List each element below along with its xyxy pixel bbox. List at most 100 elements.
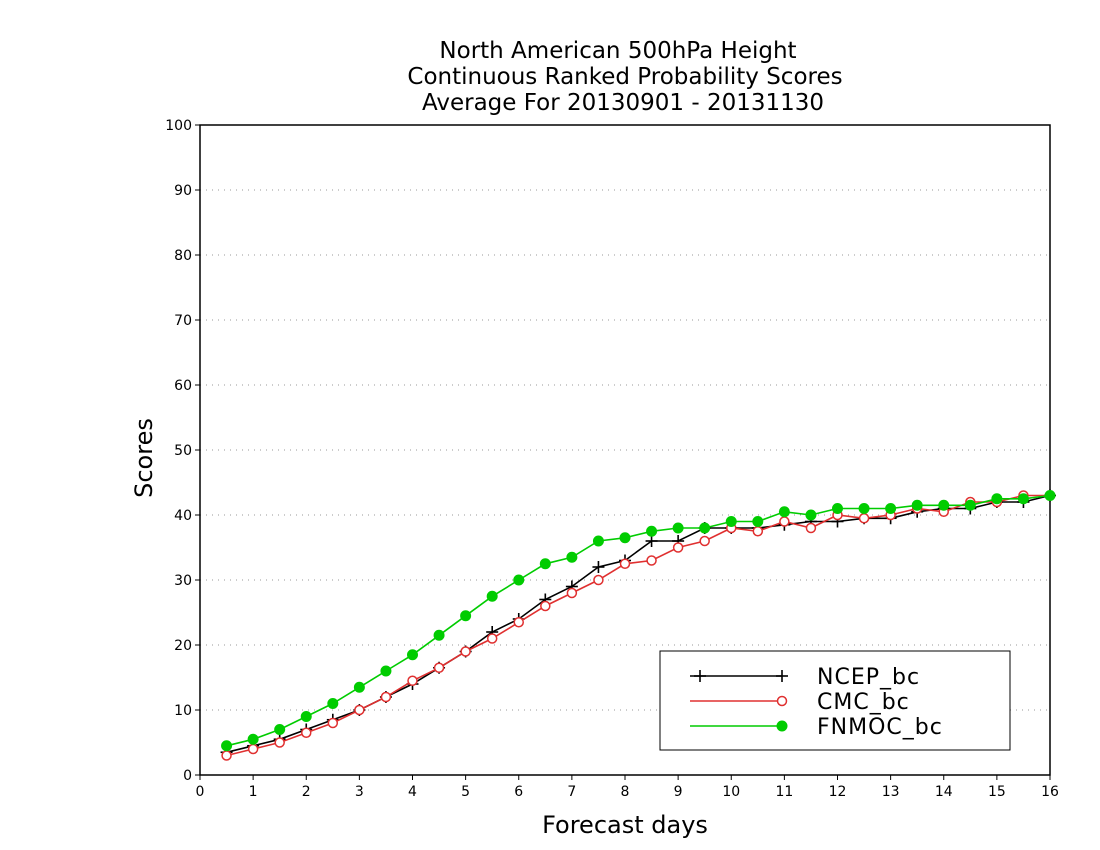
x-tick-label: 0: [196, 784, 205, 800]
data-point-cmc-bc: [301, 727, 312, 738]
y-tick-label: 90: [174, 183, 192, 199]
data-point-cmc-bc: [433, 662, 445, 673]
data-point-fnmoc-bc: [592, 535, 604, 547]
data-point-cmc-bc: [540, 600, 551, 612]
y-tick-label: 10: [174, 703, 192, 719]
x-tick-label: 4: [408, 784, 417, 800]
data-point-fnmoc-bc: [1044, 490, 1056, 501]
data-point-cmc-bc: [752, 526, 764, 537]
title-line-3: Average For 20130901 - 20131130: [422, 90, 824, 116]
x-tick-label: 1: [249, 784, 258, 800]
data-point-fnmoc-bc: [407, 649, 418, 661]
data-point-fnmoc-bc: [752, 516, 764, 527]
y-tick-label: 70: [174, 313, 192, 329]
x-tick-label: 5: [461, 784, 470, 800]
y-axis-ticks: 0 10 20 30 40 50 60 70 80 90 100: [165, 118, 200, 784]
y-tick-label: 50: [174, 443, 192, 459]
chart-title: North American 500hPa Height Continuous …: [407, 38, 842, 116]
x-axis-title: Forecast days: [542, 811, 708, 839]
data-point-fnmoc-bc: [566, 551, 578, 563]
x-tick-label: 9: [674, 784, 683, 800]
y-tick-label: 20: [174, 638, 192, 654]
data-point-fnmoc-bc: [699, 522, 711, 534]
data-point-cmc-bc: [380, 691, 392, 703]
data-point-fnmoc-bc: [805, 509, 817, 521]
data-point-fnmoc-bc: [539, 558, 551, 570]
x-tick-label: 15: [988, 784, 1006, 800]
data-point-cmc-bc: [646, 555, 657, 566]
data-point-fnmoc-bc: [938, 499, 950, 511]
data-point-fnmoc-bc: [353, 681, 365, 693]
x-tick-label: 3: [355, 784, 364, 800]
data-point-cmc-bc: [593, 574, 604, 586]
data-point-cmc-bc: [672, 542, 684, 553]
x-tick-label: 7: [567, 784, 576, 800]
y-tick-label: 100: [165, 118, 192, 134]
title-line-1: North American 500hPa Height: [439, 38, 796, 64]
series-fnmoc-bc: [221, 490, 1056, 752]
data-point-fnmoc-bc: [911, 499, 923, 511]
x-tick-label: 12: [829, 784, 847, 800]
x-tick-label: 13: [882, 784, 900, 800]
y-axis-title: Scores: [130, 418, 158, 498]
legend-marker-fnmoc-bc: [776, 720, 788, 732]
series-layer: [220, 489, 1056, 761]
data-point-cmc-bc: [486, 633, 498, 644]
y-tick-label: 30: [174, 573, 192, 589]
data-point-fnmoc-bc: [672, 522, 684, 534]
data-point-fnmoc-bc: [778, 506, 790, 518]
legend-label-ncep-bc: NCEP_bc: [817, 665, 920, 690]
data-point-fnmoc-bc: [619, 532, 631, 544]
data-point-fnmoc-bc: [725, 516, 737, 527]
legend-marker-ncep-bc: [694, 670, 706, 682]
data-point-fnmoc-bc: [1017, 493, 1029, 505]
y-tick-label: 80: [174, 248, 192, 264]
data-point-cmc-bc: [858, 513, 870, 524]
data-point-cmc-bc: [779, 516, 790, 527]
data-point-cmc-bc: [805, 522, 817, 534]
data-point-fnmoc-bc: [964, 499, 976, 511]
data-point-fnmoc-bc: [300, 711, 312, 722]
data-point-cmc-bc: [247, 743, 259, 755]
title-line-2: Continuous Ranked Probability Scores: [407, 64, 842, 90]
x-tick-label: 2: [302, 784, 311, 800]
data-point-fnmoc-bc: [460, 610, 472, 622]
series-cmc-bc: [221, 490, 1056, 761]
data-point-cmc-bc: [354, 704, 365, 716]
data-point-fnmoc-bc: [885, 503, 897, 514]
x-tick-label: 10: [722, 784, 740, 800]
legend-label-cmc-bc: CMC_bc: [817, 690, 910, 715]
data-point-fnmoc-bc: [858, 503, 870, 514]
data-point-fnmoc-bc: [380, 665, 392, 677]
gridlines: [200, 189, 1050, 711]
data-point-fnmoc-bc: [486, 590, 498, 602]
data-point-cmc-bc: [274, 737, 285, 748]
x-tick-label: 11: [775, 784, 793, 800]
data-point-cmc-bc: [699, 535, 710, 547]
x-axis-ticks: 0 1 2 3 4 5 6 7 8 9 10 11 12 13 14 15 16: [196, 775, 1059, 800]
data-point-cmc-bc: [513, 617, 524, 628]
data-point-fnmoc-bc: [646, 525, 658, 537]
x-tick-label: 6: [514, 784, 523, 800]
data-point-fnmoc-bc: [221, 740, 233, 752]
legend-marker-cmc-bc: [776, 695, 788, 707]
data-point-cmc-bc: [566, 587, 578, 599]
data-point-ncep-bc: [592, 561, 605, 573]
y-tick-label: 0: [183, 768, 192, 784]
data-point-fnmoc-bc: [247, 733, 259, 745]
data-point-ncep-bc: [645, 535, 658, 547]
data-point-fnmoc-bc: [433, 629, 445, 641]
data-point-fnmoc-bc: [991, 493, 1003, 505]
x-tick-label: 14: [935, 784, 953, 800]
data-point-fnmoc-bc: [832, 503, 843, 514]
x-tick-label: 16: [1041, 784, 1059, 800]
y-tick-label: 60: [174, 378, 192, 394]
legend-label-fnmoc-bc: FNMOC_bc: [817, 715, 943, 740]
data-point-cmc-bc: [221, 750, 232, 761]
data-point-cmc-bc: [460, 646, 471, 657]
legend-marker-ncep-bc: [776, 670, 788, 682]
x-tick-label: 8: [621, 784, 630, 800]
data-point-fnmoc-bc: [327, 698, 339, 709]
